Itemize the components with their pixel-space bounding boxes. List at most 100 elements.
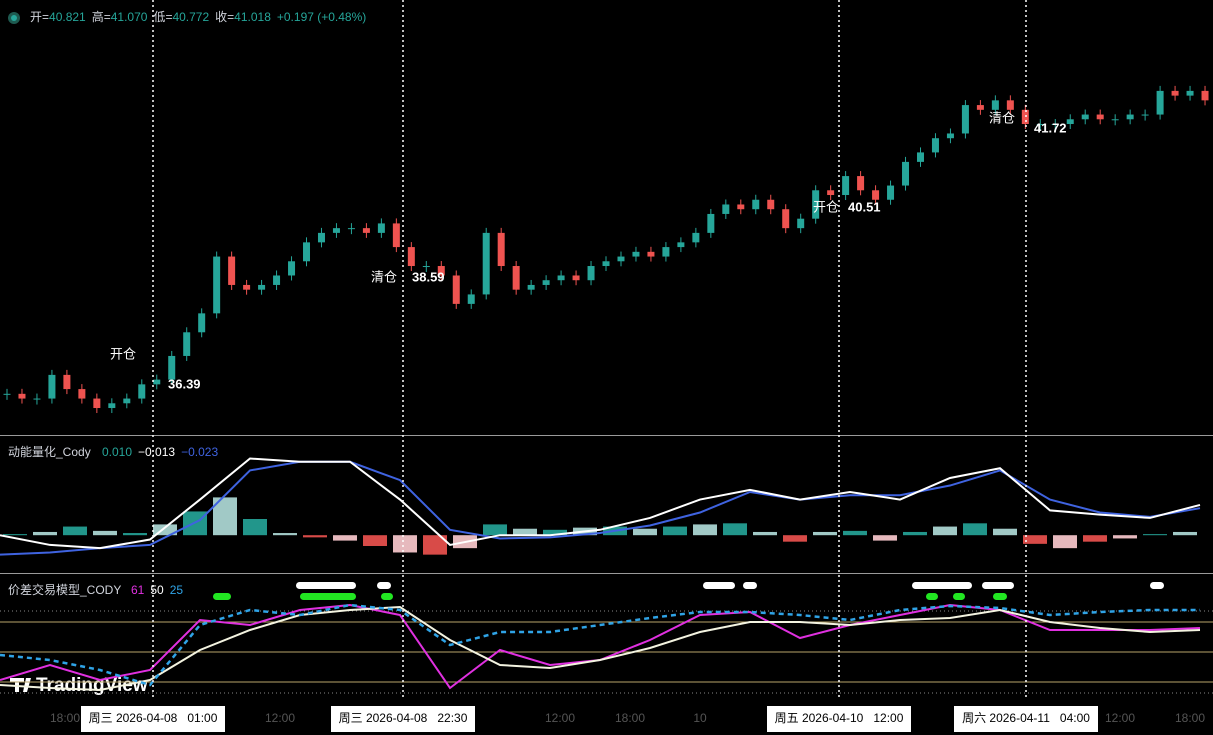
candle-body (527, 284, 535, 290)
annotation-price: 36.39 (168, 376, 201, 391)
time-label: 18:00 (50, 711, 80, 725)
candle-body (1141, 114, 1149, 116)
pill (381, 593, 393, 600)
crosshair-label-box (767, 706, 911, 732)
candle-body (362, 228, 370, 233)
pill (926, 593, 938, 600)
time-label: 12:00 (545, 711, 575, 725)
candle-body (288, 261, 296, 276)
candle-body (797, 218, 805, 229)
candle-body (467, 294, 475, 304)
crosshair-label-box (954, 706, 1098, 732)
candle-body (916, 152, 924, 162)
histogram-bar (483, 524, 507, 536)
candle-body (931, 138, 939, 153)
candle-body (78, 389, 86, 399)
time-label: 12:00 (1105, 711, 1135, 725)
ohlc-value: 41.070 (111, 10, 148, 24)
candle-body (722, 204, 730, 214)
ohlc-value: 41.018 (234, 10, 271, 24)
candle-body (1156, 90, 1164, 115)
pill (377, 582, 391, 589)
pill (300, 593, 356, 600)
pill (982, 582, 1014, 589)
ohlc-change: +0.197 (+0.48%) (277, 10, 366, 24)
histogram-bar (633, 528, 657, 536)
candle-body (452, 275, 460, 304)
histogram-bar (423, 535, 447, 555)
annotation-text: 清仓 (989, 110, 1015, 125)
ohlc-value: 40.772 (172, 10, 209, 24)
annotation-text: 开仓 (813, 199, 839, 214)
histogram-bar (393, 535, 417, 553)
indicator-line (0, 460, 1201, 556)
signal-pills (213, 582, 1164, 600)
candle-body (782, 209, 790, 229)
crosshair-label: 周三 2026-04-08 22:30 (339, 711, 468, 725)
pill (743, 582, 757, 589)
pill (296, 582, 356, 589)
candle-body (512, 266, 520, 290)
time-label: 18:00 (615, 711, 645, 725)
candle-body (93, 398, 101, 409)
annotation-text: 开仓 (110, 346, 136, 361)
candle-body (198, 313, 206, 333)
histogram-bar (63, 526, 87, 536)
ohlc-label: 高= (92, 9, 111, 24)
candle-body (662, 247, 670, 257)
candle-body (33, 398, 41, 400)
indicator-line (0, 457, 1201, 550)
candle-body (303, 242, 311, 262)
candle-body (1081, 114, 1089, 120)
candle-body (692, 232, 700, 243)
candle-body (18, 393, 26, 399)
crosshair-label: 周三 2026-04-08 01:00 (89, 711, 218, 725)
candle-body (602, 261, 610, 267)
candle-body (258, 284, 266, 290)
histogram-bar (783, 535, 807, 542)
histogram-bar (333, 535, 357, 541)
indicator-line (0, 605, 1201, 692)
candle-body (542, 280, 550, 285)
histogram-bar (843, 530, 867, 536)
pill (912, 582, 972, 589)
candle-body (961, 105, 969, 134)
candle-body (407, 247, 415, 267)
candle-body (213, 256, 221, 314)
histogram-bar (153, 524, 177, 536)
ohlc-label: 低= (153, 10, 172, 24)
candle-body (647, 251, 655, 257)
candle-body (1006, 100, 1014, 110)
candle-body (887, 185, 895, 200)
time-label: 10 (693, 711, 707, 725)
candle-body (1111, 119, 1119, 121)
candle-body (857, 176, 865, 191)
pill (953, 593, 965, 600)
pill (1150, 582, 1164, 589)
candle-body (437, 266, 445, 276)
histogram-bar (693, 524, 717, 536)
pill (993, 593, 1007, 600)
crosshair-label: 周五 2026-04-10 12:00 (775, 711, 904, 725)
histogram-bar (903, 531, 927, 536)
candle-body (872, 190, 880, 200)
histogram-bar (963, 523, 987, 536)
candle-body (332, 228, 340, 233)
candle-body (63, 374, 71, 390)
candle-body (1171, 90, 1179, 96)
pane-title: 价差交易模型_CODY (8, 582, 121, 597)
histogram-bar (1053, 535, 1077, 549)
candle-body (902, 161, 910, 186)
watermark: TradingView (36, 675, 148, 696)
histogram-bar (1083, 535, 1107, 542)
ohlc-label: 收= (215, 10, 234, 24)
pane-reading: 25 (170, 583, 184, 597)
histogram-bar (93, 530, 117, 536)
candle-body (572, 275, 580, 281)
histogram-bar (273, 533, 297, 536)
annotation-text: 清仓 (371, 269, 397, 284)
pane-reading: 0.010 (102, 445, 132, 459)
candle-body (228, 256, 236, 285)
